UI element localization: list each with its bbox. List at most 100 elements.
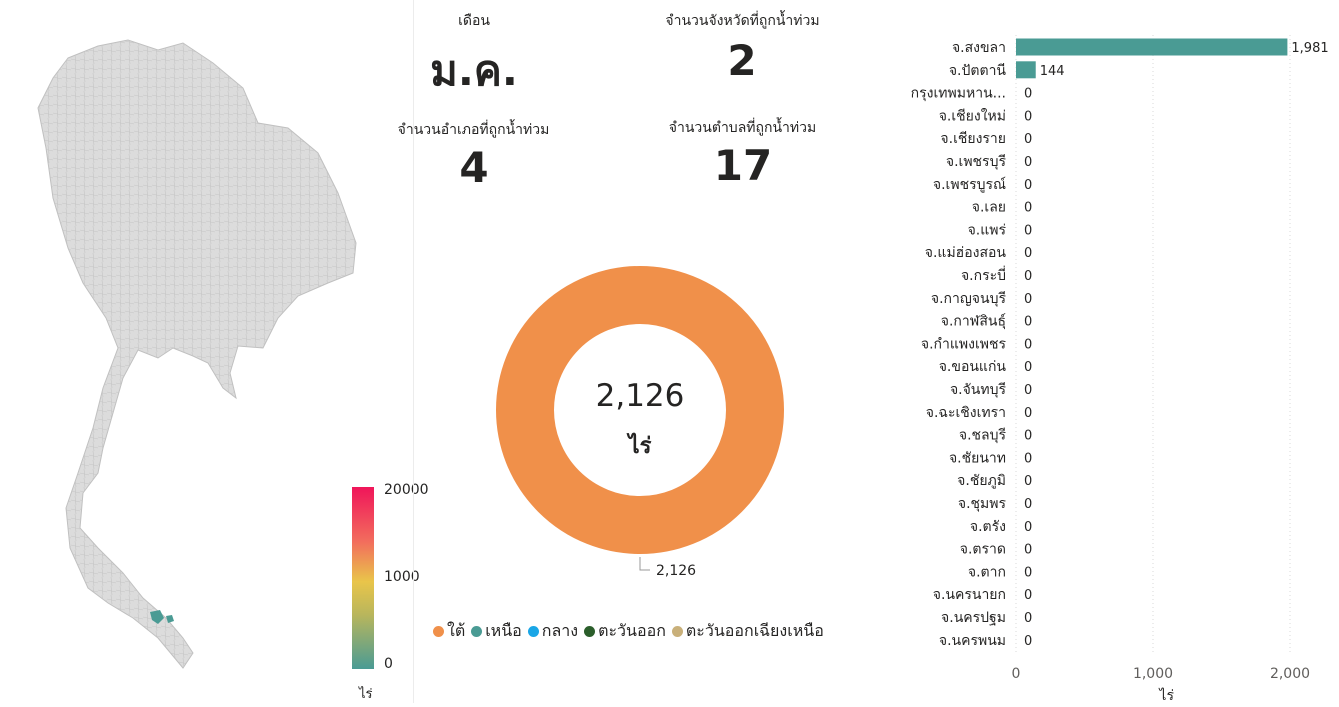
kpi-districts-label: จำนวนอำเภอที่ถูกน้ำท่วม: [397, 122, 550, 138]
pattani-highlight: [166, 615, 174, 623]
legend-dot-south: [433, 625, 444, 637]
category-label: จ.ตาก: [968, 564, 1006, 580]
panel-divider: [413, 0, 414, 703]
category-label: จ.ชุมพร: [958, 496, 1007, 512]
kpi-month-label: เดือน: [458, 13, 490, 29]
bar-value-label: 144: [1040, 64, 1065, 79]
legend-label-north: เหนือ: [485, 620, 522, 640]
bar-value-label: 0: [1024, 497, 1032, 512]
bar-value-label: 0: [1024, 132, 1032, 147]
bar-value-label: 0: [1024, 87, 1032, 102]
x-tick-label: 1,000: [1133, 666, 1173, 682]
category-label: จ.ชัยนาท: [949, 450, 1006, 466]
bar-value-label: 0: [1024, 611, 1032, 626]
bar-value-label: 0: [1024, 360, 1032, 375]
category-label: จ.เชียงใหม่: [939, 107, 1006, 124]
category-label: จ.กำแพงเพชร: [921, 336, 1007, 352]
kpi-subdistricts-value: 17: [713, 141, 773, 190]
bar-value-label: 0: [1024, 337, 1032, 352]
x-tick-label: 0: [1012, 666, 1021, 682]
legend-item-central[interactable]: กลาง: [527, 619, 579, 644]
thailand-flood-map[interactable]: [8, 28, 368, 673]
bar-value-label: 1,981: [1291, 41, 1328, 56]
donut-svg: 2,126: [496, 266, 784, 579]
category-label: จ.สงขลา: [952, 40, 1006, 56]
kpi-subdistricts-label: จำนวนตำบลที่ถูกน้ำท่วม: [668, 120, 817, 136]
legend-dot-central: [527, 625, 539, 637]
bar-value-label: 0: [1024, 223, 1032, 238]
bar[interactable]: [1016, 61, 1036, 79]
bar[interactable]: [1016, 38, 1288, 56]
bar-value-label: 0: [1024, 474, 1032, 489]
bar-value-label: 0: [1024, 565, 1032, 580]
category-label: จ.กระบี่: [961, 266, 1006, 284]
region-donut-chart[interactable]: 2,126: [480, 245, 810, 595]
category-label: จ.แม่ฮ่องสอน: [925, 245, 1007, 261]
category-label: จ.จันทบุรี: [950, 382, 1007, 398]
bar-svg: 0 1,000 2,000 ไร่ จ.สงขลา 1,981 จ.ปัตตานี 144 กร…: [911, 35, 1329, 704]
donut-slice-0[interactable]: [496, 266, 784, 554]
category-label: จ.ปัตตานี: [949, 63, 1007, 79]
legend-dot-north: [471, 625, 483, 637]
category-label: จ.นครนายก: [933, 587, 1006, 603]
donut-center-unit: ไร่: [628, 434, 652, 459]
category-label: จ.นครปฐม: [941, 610, 1006, 626]
donut-label-leader: [639, 557, 650, 571]
scale-mid-label: 1000: [384, 569, 420, 585]
map-svg: [37, 39, 357, 669]
bar-value-label: 0: [1024, 201, 1032, 216]
bar-value-label: 0: [1024, 543, 1032, 558]
x-axis-label: ไร่: [1158, 687, 1174, 703]
bar-value-label: 0: [1024, 520, 1032, 535]
legend-label-northeast: ตะวันออกเฉียงเหนือ: [685, 620, 824, 640]
kpi-month-value: ม.ค.: [430, 46, 518, 95]
bar-value-label: 0: [1024, 429, 1032, 444]
legend-label-central: กลาง: [541, 620, 579, 640]
category-label: จ.ขอนแก่น: [939, 359, 1007, 375]
category-label: จ.นครพนม: [939, 633, 1006, 649]
category-label: จ.กาฬสินธุ์: [941, 313, 1006, 330]
category-label: จ.เลย: [972, 200, 1006, 216]
category-label: จ.ชัยภูมิ: [957, 473, 1006, 489]
donut-center-value: 2,126: [595, 378, 685, 414]
map-color-scale: [352, 487, 374, 669]
bar-value-label: 0: [1024, 315, 1032, 330]
legend-label-south: ใต้: [447, 620, 466, 640]
kpi-districts-value: 4: [459, 143, 489, 192]
category-label: จ.ตรัง: [970, 519, 1006, 535]
category-label: จ.ตราด: [960, 542, 1006, 558]
scale-unit-label: ไร่: [359, 687, 373, 702]
legend-dot-east: [584, 625, 596, 637]
x-tick-label: 2,000: [1270, 666, 1310, 682]
legend-item-northeast[interactable]: ตะวันออกเฉียงเหนือ: [671, 619, 824, 644]
bar-value-label: 0: [1024, 451, 1032, 466]
category-label: จ.ฉะเชิงเทรา: [926, 405, 1006, 421]
bar-value-label: 0: [1024, 292, 1032, 307]
kpi-provinces-label: จำนวนจังหวัดที่ถูกน้ำท่วม: [665, 13, 820, 29]
category-label: กรุงเทพมหาน...: [911, 86, 1006, 102]
province-bar-chart[interactable]: 0 1,000 2,000 ไร่ จ.สงขลา 1,981 จ.ปัตตานี 144 กร…: [880, 30, 1335, 704]
category-label: จ.กาญจนบุรี: [931, 291, 1007, 307]
legend-dot-northeast: [671, 625, 683, 637]
legend-item-north[interactable]: เหนือ: [471, 619, 522, 644]
bar-value-label: 0: [1024, 246, 1032, 261]
category-label: จ.เชียงราย: [940, 131, 1006, 147]
category-label: จ.แพร่: [968, 222, 1007, 238]
songkhla-highlight: [150, 610, 164, 624]
bar-value-label: 0: [1024, 109, 1032, 124]
scale-max-label: 20000: [384, 482, 429, 498]
bar-value-label: 0: [1024, 406, 1032, 421]
legend-label-east: ตะวันออก: [598, 620, 666, 640]
bar-value-label: 0: [1024, 634, 1032, 649]
category-label: จ.ชลบุรี: [959, 428, 1007, 444]
bar-value-label: 0: [1024, 269, 1032, 284]
category-label: จ.เพชรบุรี: [946, 154, 1007, 170]
kpi-provinces-value: 2: [727, 36, 757, 85]
category-label: จ.เพชรบูรณ์: [933, 176, 1006, 193]
bar-value-label: 0: [1024, 383, 1032, 398]
bar-value-label: 0: [1024, 155, 1032, 170]
bar-value-label: 0: [1024, 178, 1032, 193]
legend-item-east[interactable]: ตะวันออก: [584, 619, 666, 644]
donut-data-label: 2,126: [656, 563, 696, 579]
legend-item-south[interactable]: ใต้: [433, 619, 465, 644]
